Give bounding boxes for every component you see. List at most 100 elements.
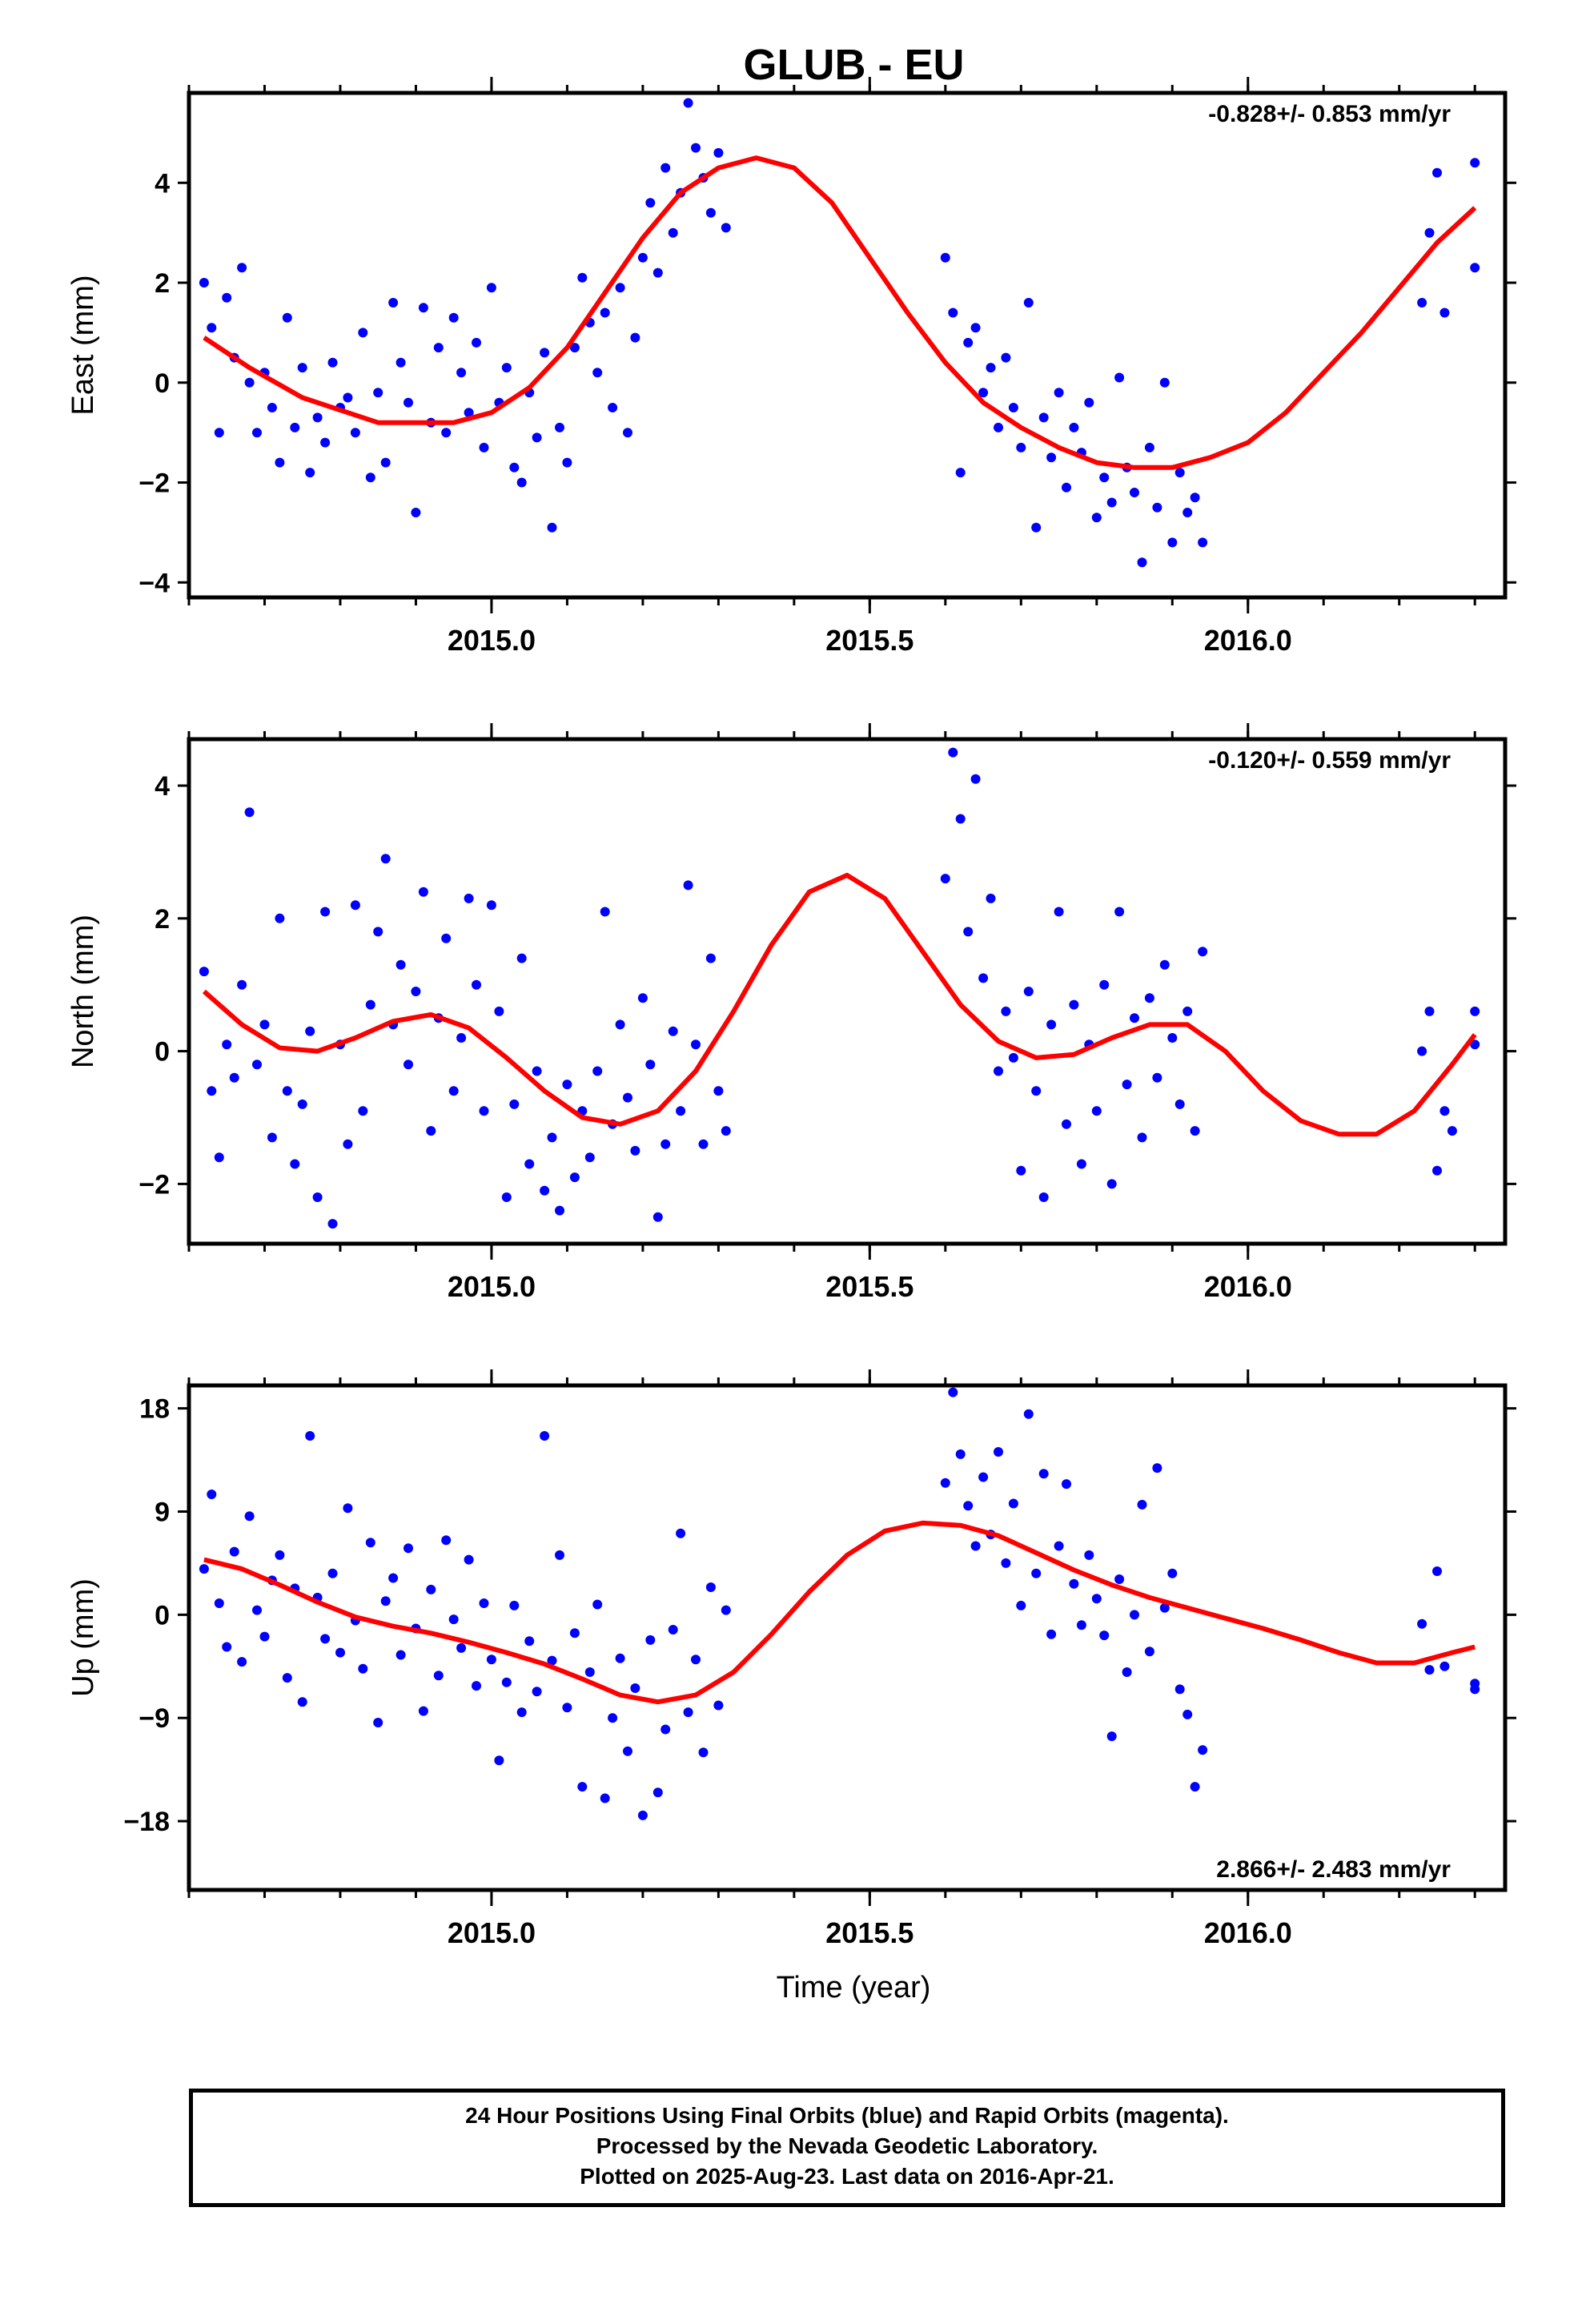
- up-data-point: [418, 1706, 428, 1716]
- up-data-point: [448, 1614, 459, 1625]
- up-data-point: [229, 1546, 239, 1557]
- east-y-tick-label: −2: [139, 468, 170, 499]
- up-data-point: [1084, 1550, 1094, 1560]
- east-data-point: [199, 278, 209, 287]
- east-data-point: [577, 272, 588, 283]
- up-y-tick-label: 9: [155, 1498, 170, 1528]
- north-data-point: [1198, 947, 1208, 957]
- east-data-point: [1054, 388, 1064, 398]
- north-fit-curve: [202, 872, 1477, 1137]
- east-y-tick-label: 0: [155, 368, 170, 399]
- up-data-point: [645, 1634, 656, 1645]
- east-data-point: [456, 368, 467, 378]
- up-data-point: [1174, 1684, 1185, 1695]
- east-data-point: [441, 428, 452, 438]
- north-data-point: [948, 747, 958, 758]
- north-x-tick-label: 2015.0: [448, 1270, 536, 1303]
- up-data-point: [1432, 1566, 1442, 1576]
- east-data-point: [1031, 522, 1042, 533]
- north-data-point: [1159, 959, 1170, 970]
- east-x-tick-label: 2015.5: [825, 624, 913, 657]
- north-data-point: [540, 1185, 550, 1196]
- east-data-point: [1016, 442, 1026, 452]
- up-data-point: [555, 1550, 564, 1560]
- up-data-point: [388, 1573, 399, 1583]
- east-data-point: [652, 267, 663, 278]
- north-data-point: [252, 1059, 262, 1070]
- east-data-point: [1439, 308, 1450, 318]
- up-data-point: [1046, 1629, 1057, 1639]
- east-data-point: [479, 442, 489, 452]
- north-data-point: [637, 993, 648, 1003]
- north-data-point: [199, 967, 209, 977]
- north-data-point: [214, 1152, 224, 1163]
- up-data-point: [721, 1605, 731, 1615]
- page-title: GLUB - EU: [743, 41, 965, 89]
- east-data-point: [970, 323, 981, 333]
- north-data-point: [555, 1205, 564, 1216]
- north-y-tick-label: 2: [155, 904, 170, 935]
- east-data-point: [994, 422, 1003, 432]
- east-data-point: [1099, 472, 1110, 483]
- north-data-point: [290, 1159, 300, 1169]
- up-data-point: [1114, 1574, 1125, 1584]
- east-data-point: [207, 323, 217, 333]
- up-data-point: [297, 1697, 307, 1707]
- north-data-point: [1190, 1126, 1200, 1136]
- up-data-point: [320, 1634, 331, 1644]
- up-data-point: [1130, 1610, 1139, 1620]
- north-data-point: [615, 1019, 625, 1030]
- up-data-point: [705, 1582, 716, 1592]
- up-data-point: [615, 1653, 625, 1663]
- east-data-point: [615, 283, 625, 293]
- up-data-point: [516, 1707, 527, 1718]
- north-data-point: [1122, 1080, 1132, 1090]
- north-data-point: [955, 814, 966, 824]
- north-data-point: [1470, 1039, 1480, 1050]
- up-data-point: [275, 1550, 285, 1560]
- up-data-point: [1198, 1745, 1208, 1755]
- north-data-point: [267, 1132, 277, 1143]
- up-x-tick-label: 2015.0: [448, 1916, 536, 1949]
- east-data-point: [1152, 502, 1162, 513]
- north-data-point: [562, 1080, 572, 1090]
- north-data-point: [994, 1066, 1003, 1076]
- east-data-point: [275, 457, 285, 468]
- east-data-point: [691, 143, 701, 153]
- east-data-point: [1167, 537, 1178, 548]
- north-y-tick-label: 4: [155, 771, 170, 802]
- east-data-point: [986, 363, 996, 373]
- up-data-point: [668, 1625, 678, 1634]
- east-data-point: [532, 432, 542, 443]
- east-data-point: [1137, 557, 1147, 568]
- north-data-point: [479, 1106, 489, 1116]
- north-data-point: [1038, 1192, 1049, 1202]
- up-data-point: [970, 1541, 981, 1551]
- north-panel: −2 0 2 4 North (mm) 2015.0 2015.5 2016.0 -0.120+…: [66, 723, 1516, 1303]
- east-data-point: [305, 468, 315, 478]
- up-data-point: [199, 1564, 209, 1574]
- up-data-point: [652, 1787, 663, 1798]
- north-data-point: [1130, 1013, 1139, 1023]
- east-data-point: [645, 198, 656, 208]
- east-x-tick-label: 2016.0: [1204, 624, 1292, 657]
- up-data-point: [608, 1713, 618, 1723]
- north-data-point: [1091, 1106, 1102, 1116]
- east-data-point: [350, 428, 360, 438]
- east-y-tick-label: −4: [139, 568, 170, 598]
- east-data-point: [396, 357, 406, 368]
- north-data-point: [1470, 1006, 1480, 1016]
- east-data-point: [948, 308, 958, 318]
- north-x-tick-label: 2016.0: [1204, 1270, 1292, 1303]
- up-data-point: [1076, 1620, 1086, 1630]
- east-data-point: [282, 312, 292, 323]
- east-data-point: [1130, 488, 1139, 497]
- north-data-point: [501, 1192, 512, 1202]
- north-rate-label: -0.120+/- 0.559 mm/yr: [1208, 747, 1451, 774]
- north-data-point: [207, 1086, 217, 1096]
- up-data-point: [207, 1490, 217, 1499]
- north-data-point: [350, 900, 360, 911]
- up-data-point: [282, 1673, 292, 1683]
- north-data-point: [305, 1026, 315, 1036]
